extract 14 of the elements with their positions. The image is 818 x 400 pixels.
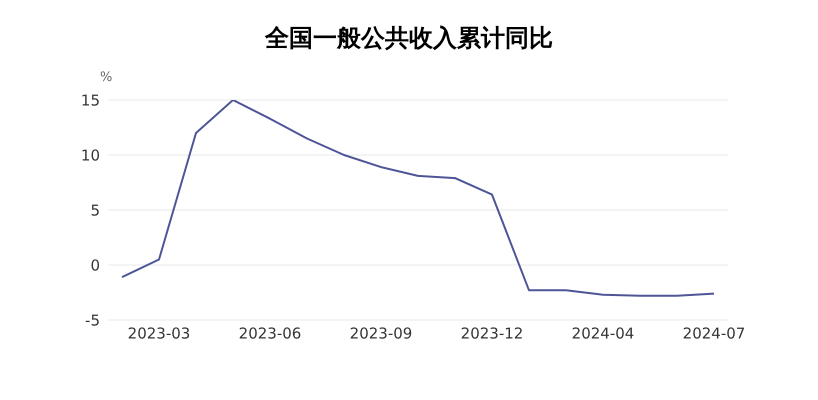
y-tick-label: 10 [80,146,100,164]
y-tick-label: 5 [90,201,100,220]
x-tick-label: 2023-06 [238,324,302,343]
line-series [121,100,715,297]
x-tick-label: 2023-03 [128,324,190,343]
y-tick-label: 15 [80,91,100,110]
y-axis-title: % [100,70,112,85]
x-tick-label: 2024-04 [572,324,634,343]
y-tick-label: 0 [90,256,100,274]
chart-title: 全国一般公共收入累计同比 [264,23,554,54]
x-tick-label: 2023-12 [460,324,524,343]
x-tick-label: 2024-07 [682,324,746,343]
x-tick-label: 2023-09 [350,324,412,343]
y-tick-label: -5 [85,311,100,330]
